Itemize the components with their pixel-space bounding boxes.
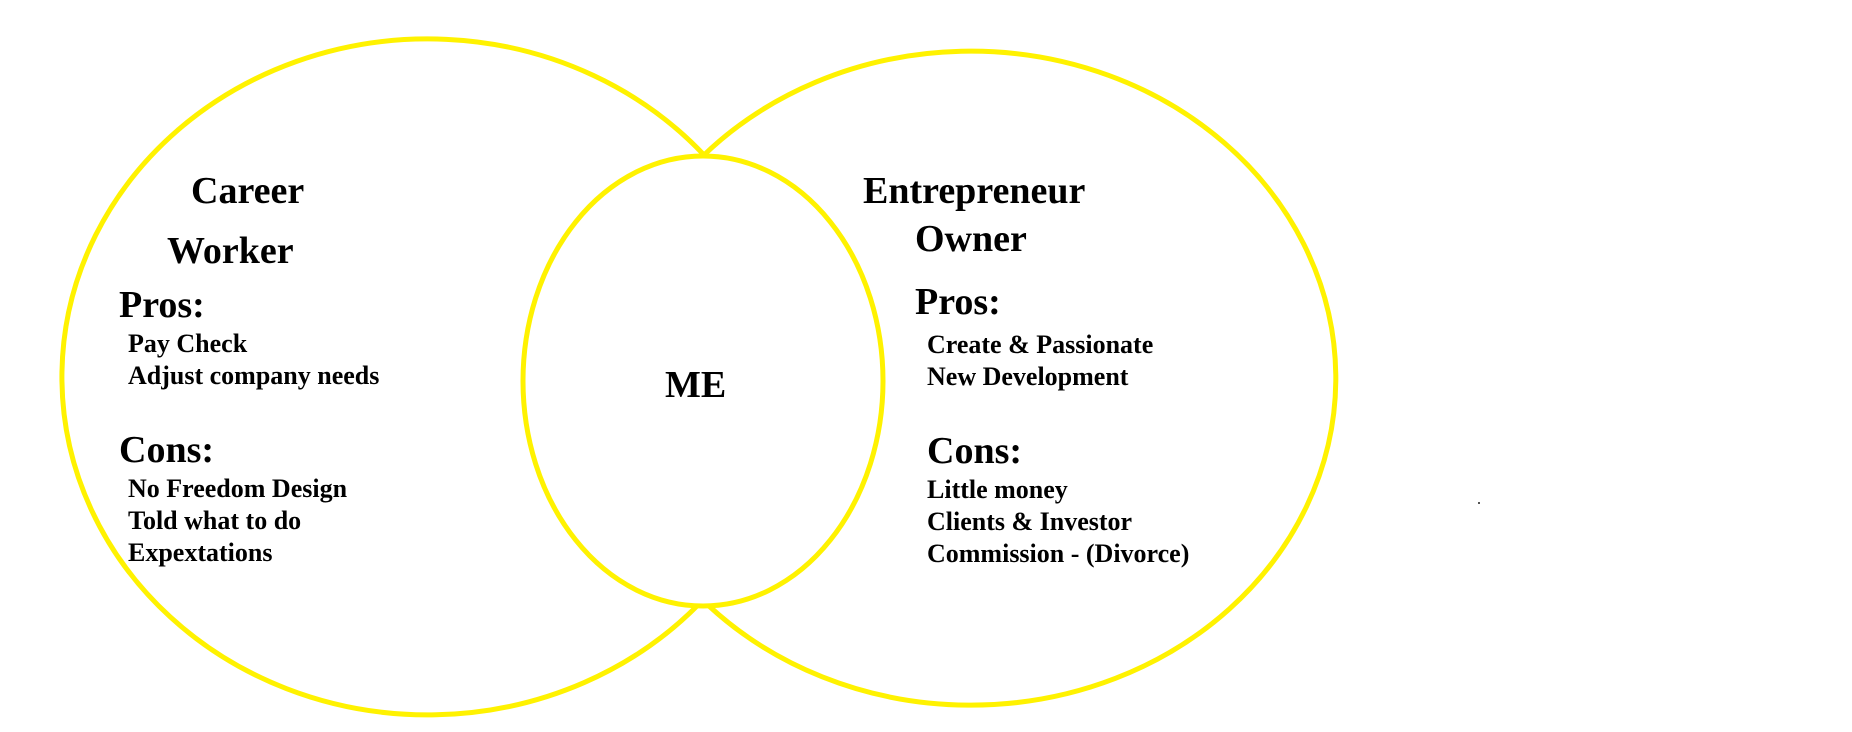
center-circle-me xyxy=(520,153,886,609)
left-cons-item: Told what to do xyxy=(128,506,302,535)
right-cons-item: Commission - (Divorce) xyxy=(927,539,1190,568)
right-pros-item: Create & Passionate xyxy=(927,330,1154,359)
right-cons-item: Clients & Investor xyxy=(927,507,1133,536)
left-cons-item: No Freedom Design xyxy=(128,474,348,503)
left-title-line1: Career xyxy=(191,170,305,212)
left-cons-item: Expextations xyxy=(128,538,273,567)
left-circle-career-worker xyxy=(59,36,706,718)
right-circle-entrepreneur-owner xyxy=(702,48,1339,708)
right-pros-item: New Development xyxy=(927,362,1129,391)
center-label: ME xyxy=(665,364,727,406)
right-title-line2: Owner xyxy=(915,218,1027,260)
left-cons-heading: Cons: xyxy=(119,429,215,471)
right-title-line1: Entrepreneur xyxy=(863,170,1086,212)
left-title-line2: Worker xyxy=(167,230,294,272)
right-cons-item: Little money xyxy=(927,475,1068,504)
left-pros-item: Pay Check xyxy=(128,329,248,358)
right-pros-heading: Pros: xyxy=(915,281,1001,323)
right-cons-heading: Cons: xyxy=(927,430,1023,472)
stray-dot xyxy=(1478,502,1480,504)
left-pros-heading: Pros: xyxy=(119,284,205,326)
left-pros-item: Adjust company needs xyxy=(128,361,380,390)
